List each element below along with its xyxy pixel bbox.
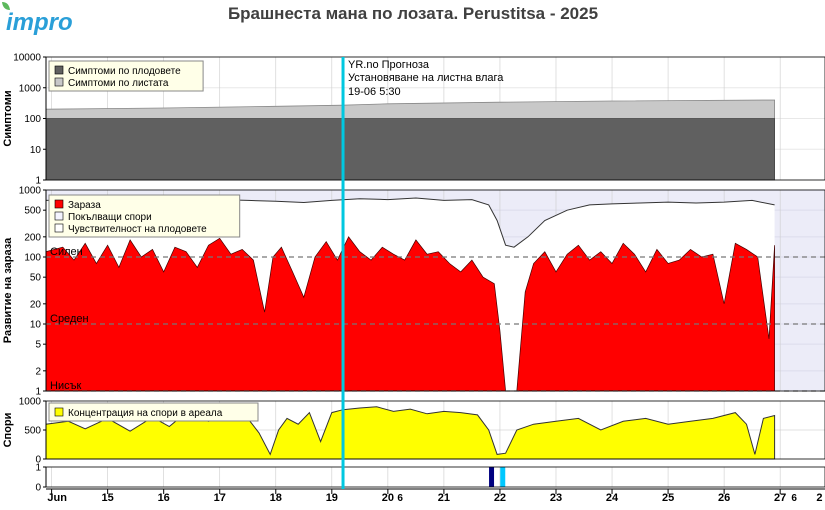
- y-tick-label: 1: [35, 387, 41, 398]
- fruit-symptoms-area: [45, 118, 775, 181]
- wetness-bar: [500, 467, 506, 487]
- y-tick-label: 0: [35, 455, 41, 466]
- x-tick-label: 2: [816, 492, 822, 504]
- infection-border: [45, 189, 825, 392]
- x-tick-label: 23: [550, 492, 562, 504]
- leaf-wetness-border: [45, 466, 825, 488]
- y-tick-label: 0: [35, 483, 41, 494]
- x-tick-label: 17: [214, 492, 226, 504]
- forecast-label: YR.no Прогноза: [348, 59, 430, 71]
- infection-y-axis: 1 2 5 10 20 50 100 200 500 1000: [19, 186, 47, 398]
- logo: impro: [2, 2, 73, 36]
- legend-label: Чувствителност на плодовете: [68, 224, 207, 235]
- x-tick-label: 16: [158, 492, 170, 504]
- spores-ylabel: Спори: [2, 413, 14, 448]
- legend-box: [48, 60, 204, 92]
- forecast-timestamp: 19-06 5:30: [348, 86, 401, 98]
- legend-swatch: [54, 407, 64, 417]
- x-tick-label: 27: [774, 492, 786, 504]
- y-tick-label: 1000: [19, 83, 42, 94]
- y-tick-label: 500: [24, 206, 41, 217]
- x-tick-label: 21: [438, 492, 450, 504]
- x-tick-label: 20: [382, 492, 394, 504]
- legend-swatch: [54, 199, 64, 209]
- y-tick-label: 1: [35, 176, 41, 187]
- y-tick-label: 1000: [19, 397, 42, 408]
- x-tick-label: 6: [397, 493, 403, 504]
- x-tick-label: 25: [662, 492, 674, 504]
- x-tick-label: Jun: [47, 492, 67, 504]
- x-tick-label: 18: [270, 492, 282, 504]
- symptoms-border: [45, 56, 825, 181]
- threshold-label: Среден: [50, 313, 89, 325]
- legend-label: Симптоми по плодовете: [68, 66, 181, 77]
- legend-swatch: [54, 65, 64, 75]
- spores-border: [45, 400, 825, 460]
- legend-swatch: [54, 223, 64, 233]
- infection-area: [45, 236, 775, 392]
- x-tick-label: 6: [791, 493, 797, 504]
- logo-text: impro: [6, 9, 73, 36]
- legend-swatch: [54, 211, 64, 221]
- y-tick-label: 20: [30, 299, 42, 310]
- symptoms-ylabel: Симптоми: [2, 90, 14, 146]
- forecast-sublabel: Установяване на листна влага: [348, 72, 504, 84]
- leaf-wetness-y-axis: 01: [35, 463, 47, 494]
- y-tick-label: 200: [24, 232, 41, 243]
- y-tick-label: 1000: [19, 186, 42, 197]
- spores-y-axis: 0 500 1000: [19, 397, 47, 466]
- wetness-bar: [489, 467, 495, 487]
- y-tick-label: 100: [24, 114, 41, 125]
- legend-box: [48, 402, 259, 422]
- x-tick-label: 15: [102, 492, 114, 504]
- x-axis: Jun 15 16 17 18 19 20 6 21 22 23 24 25 26 27 6 2: [46, 488, 825, 504]
- y-tick-label: 100: [24, 253, 41, 264]
- x-tick-label: 22: [494, 492, 506, 504]
- x-tick-label: 26: [718, 492, 730, 504]
- legend-label: Зараза: [68, 200, 101, 211]
- symptoms-y-axis: 1 10 100 1000 10000: [13, 53, 47, 187]
- y-tick-label: 10: [30, 145, 42, 156]
- legend-label: Концентрация на спори в ареала: [68, 408, 223, 419]
- legend-box: [48, 194, 241, 238]
- legend-swatch: [54, 77, 64, 87]
- y-tick-label: 500: [24, 426, 41, 437]
- leaf-wetness-panel: [46, 467, 825, 487]
- legend-label: Симптоми по листата: [68, 78, 169, 89]
- y-tick-label: 50: [30, 273, 42, 284]
- x-tick-label: 19: [326, 492, 338, 504]
- y-tick-label: 2: [35, 366, 41, 377]
- x-tick-label: 24: [606, 492, 619, 504]
- page-title: Брашнеста мана по лозата. Perustitsa - 2…: [228, 4, 598, 23]
- y-tick-label: 10: [30, 320, 42, 331]
- legend: Концентрация на спори в ареала: [48, 402, 259, 422]
- threshold-label: Силен: [50, 246, 83, 258]
- y-tick-label: 5: [35, 340, 41, 351]
- threshold-label: Нисък: [50, 380, 81, 392]
- y-tick-label: 1: [35, 463, 41, 474]
- leaf-icon: [2, 2, 10, 10]
- legend-label: Покълващи спори: [68, 212, 152, 223]
- infection-ylabel: Развитие на зараза: [2, 237, 14, 343]
- y-tick-label: 10000: [13, 53, 41, 64]
